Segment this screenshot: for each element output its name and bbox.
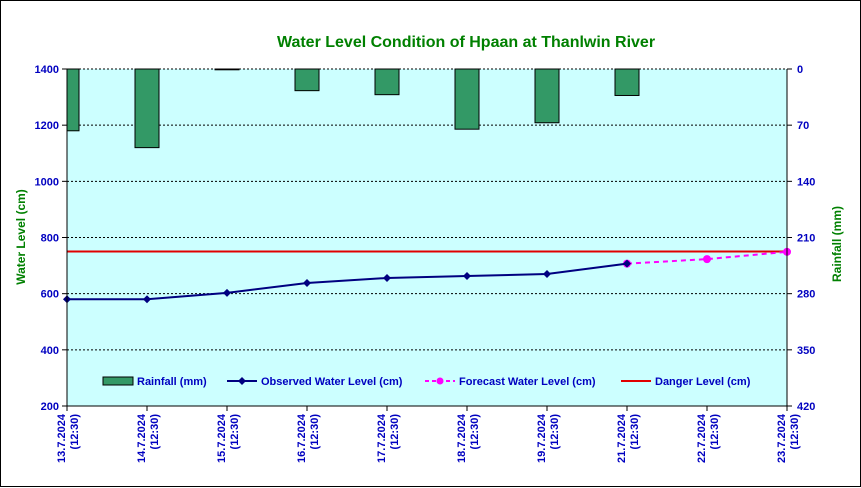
legend-swatch-marker — [238, 377, 246, 385]
x-tick-label: 19.7.2024 (12:30) — [536, 413, 561, 463]
rainfall-bar — [214, 68, 240, 71]
right-tick-label: 70 — [797, 120, 809, 132]
left-tick-label: 400 — [41, 345, 59, 357]
rainfall-bar — [614, 68, 640, 96]
x-tick-label: 13.7.2024 (12:30) — [56, 413, 81, 463]
rainfall-bar — [534, 68, 560, 124]
right-tick-label: 210 — [797, 233, 815, 245]
rainfall-bar — [66, 68, 80, 132]
x-tick-time: (12:30) — [709, 414, 721, 450]
x-tick-label: 16.7.2024 (12:30) — [296, 413, 321, 463]
x-tick-time: (12:30) — [69, 414, 81, 450]
x-tick-time: (12:30) — [629, 414, 641, 450]
x-axis-ticks: 13.7.2024 (12:30) 14.7.2024 (12:30) 15.7.202… — [56, 406, 801, 463]
x-tick-label: 17.7.2024 (12:30) — [376, 413, 401, 463]
x-tick-time: (12:30) — [229, 414, 241, 450]
observed-point — [463, 271, 471, 280]
right-tick-label: 350 — [797, 345, 815, 357]
right-tick-label: 420 — [797, 401, 815, 413]
legend-label: Danger Level (cm) — [655, 376, 751, 388]
x-tick-date: 19.7.2024 — [536, 413, 548, 463]
observed-point — [143, 295, 151, 304]
x-tick-date: 13.7.2024 — [56, 413, 68, 463]
x-tick-time: (12:30) — [789, 414, 801, 450]
right-axis-ticks: 0 70 140 210 280 350 420 — [787, 64, 815, 413]
left-axis-title: Water Level (cm) — [14, 189, 28, 285]
rainfall-bar — [454, 68, 480, 130]
legend-swatch-bar — [102, 376, 134, 386]
observed-point — [623, 259, 631, 268]
legend-label: Observed Water Level (cm) — [261, 376, 403, 388]
left-axis-ticks: 200 400 600 800 1000 1200 1400 — [35, 64, 67, 413]
x-tick-time: (12:30) — [549, 414, 561, 450]
x-tick-label: 14.7.2024 (12:30) — [136, 413, 161, 463]
observed-point — [383, 273, 391, 282]
left-tick-label: 1400 — [35, 64, 59, 76]
gridlines — [67, 68, 787, 351]
right-tick-label: 280 — [797, 289, 815, 301]
left-tick-label: 800 — [41, 233, 59, 245]
observed-point — [303, 278, 311, 287]
left-tick-label: 600 — [41, 289, 59, 301]
x-tick-date: 23.7.2024 — [776, 413, 788, 463]
legend-label: Rainfall (mm) — [137, 376, 207, 388]
observed-point — [223, 288, 231, 297]
legend-label: Forecast Water Level (cm) — [459, 376, 596, 388]
legend-item: Forecast Water Level (cm) — [425, 376, 596, 388]
observed-series — [63, 259, 631, 304]
x-tick-label: 18.7.2024 (12:30) — [456, 413, 481, 463]
observed-point — [543, 270, 551, 279]
left-tick-label: 200 — [41, 401, 59, 413]
x-tick-date: 17.7.2024 — [376, 413, 388, 463]
x-tick-label: 23.7.2024 (12:30) — [776, 413, 801, 463]
legend-swatch-marker — [436, 377, 444, 385]
rainfall-bar — [134, 68, 160, 149]
legend-item: Observed Water Level (cm) — [227, 376, 403, 388]
x-tick-time: (12:30) — [309, 414, 321, 450]
observed-line — [67, 262, 628, 301]
rainfall-bar — [374, 68, 400, 96]
right-tick-label: 0 — [797, 64, 803, 76]
x-tick-date: 16.7.2024 — [296, 413, 308, 463]
x-tick-label: 21.7.2024 (12:30) — [616, 413, 641, 463]
legend-item: Danger Level (cm) — [621, 376, 751, 388]
legend-item: Rainfall (mm) — [102, 376, 207, 388]
x-tick-date: 18.7.2024 — [456, 413, 468, 463]
legend: Rainfall (mm) Observed Water Level (cm) Fo… — [102, 376, 751, 388]
x-tick-time: (12:30) — [149, 414, 161, 450]
x-tick-date: 14.7.2024 — [136, 413, 148, 463]
rainfall-bar — [294, 68, 320, 92]
rainfall-bars — [66, 68, 640, 149]
x-tick-date: 22.7.2024 — [696, 413, 708, 463]
left-tick-label: 1000 — [35, 176, 59, 188]
forecast-point — [703, 255, 711, 264]
x-tick-date: 21.7.2024 — [616, 413, 628, 463]
x-tick-label: 22.7.2024 (12:30) — [696, 413, 721, 463]
x-tick-time: (12:30) — [389, 414, 401, 450]
left-tick-label: 1200 — [35, 120, 59, 132]
x-tick-date: 15.7.2024 — [216, 413, 228, 463]
chart-title: Water Level Condition of Hpaan at Thanlw… — [277, 34, 655, 51]
right-tick-label: 140 — [797, 176, 815, 188]
x-tick-label: 15.7.2024 (12:30) — [216, 413, 241, 463]
right-axis-title: Rainfall (mm) — [830, 206, 844, 282]
x-tick-time: (12:30) — [469, 414, 481, 450]
